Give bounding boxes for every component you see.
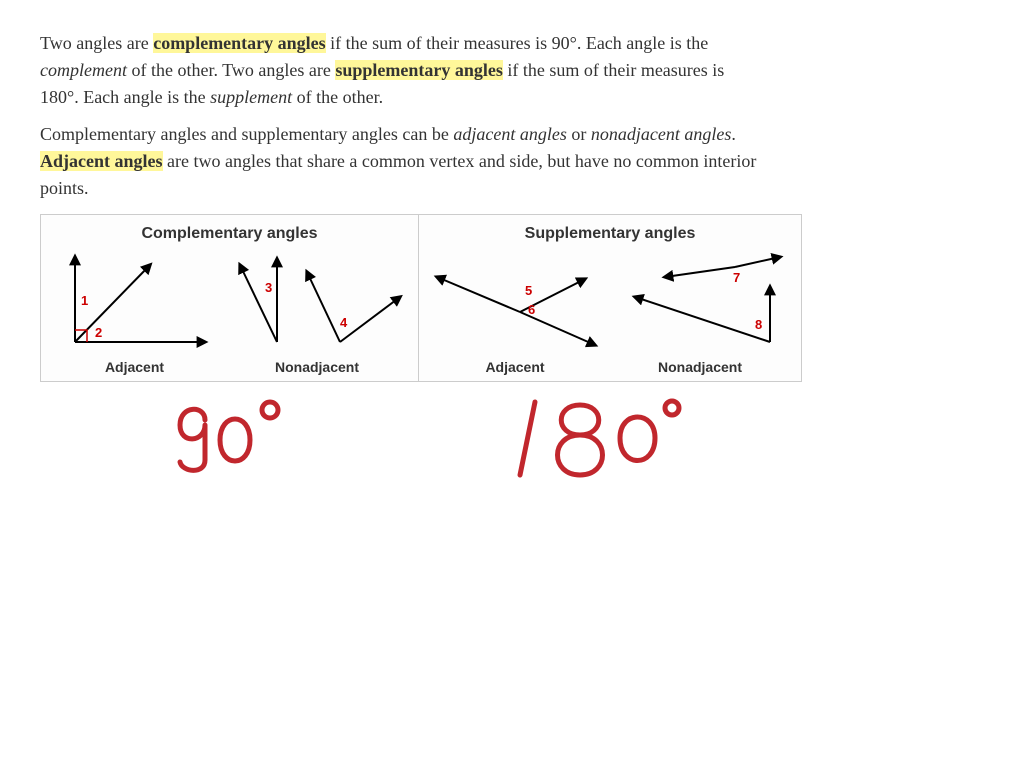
highlight-complementary: complementary angles (153, 33, 325, 53)
highlight-supplementary: supplementary angles (335, 60, 503, 80)
p2a: Complementary angles and supplementary a… (40, 124, 453, 144)
angle-label-2: 2 (95, 325, 102, 340)
paragraph-1: Two angles are complementary angles if t… (40, 30, 760, 111)
p2b: or (567, 124, 591, 144)
panel-supplementary: Supplementary angles 5 6 Adjacent 7 (418, 215, 801, 381)
cell-supp-nonadjacent: 7 8 Nonadjacent (605, 247, 795, 375)
p1a: Two angles are (40, 33, 153, 53)
italic-nonadjacent: nonadjacent angles (591, 124, 731, 144)
angle-label-7: 7 (733, 270, 740, 285)
svg-supp-adjacent: 5 6 (425, 247, 605, 357)
italic-adjacent: adjacent angles (453, 124, 566, 144)
angle-label-6: 6 (528, 302, 535, 317)
p1c: of the other. Two angles are (127, 60, 335, 80)
highlight-adjacent: Adjacent angles (40, 151, 163, 171)
svg-supp-nonadjacent: 7 8 (605, 247, 795, 357)
panel-title-supplementary: Supplementary angles (425, 225, 795, 243)
p2c: . (731, 124, 736, 144)
angle-label-4: 4 (340, 315, 348, 330)
svg-comp-nonadjacent: 3 4 (222, 247, 412, 357)
annotation-180 (420, 390, 800, 490)
label-adjacent-1: Adjacent (47, 359, 222, 375)
italic-complement: complement (40, 60, 127, 80)
cell-comp-nonadjacent: 3 4 Nonadjacent (222, 247, 412, 375)
label-nonadjacent-2: Nonadjacent (605, 359, 795, 375)
angle-label-8: 8 (755, 317, 762, 332)
angle-label-3: 3 (265, 280, 272, 295)
label-adjacent-2: Adjacent (425, 359, 605, 375)
annotation-row (40, 390, 800, 490)
panel-title-complementary: Complementary angles (47, 225, 412, 243)
cell-supp-adjacent: 5 6 Adjacent (425, 247, 605, 375)
label-nonadjacent-1: Nonadjacent (222, 359, 412, 375)
p1b: if the sum of their measures is 90°. Eac… (326, 33, 709, 53)
panel-complementary: Complementary angles 1 2 (41, 215, 418, 381)
paragraph-2: Complementary angles and supplementary a… (40, 121, 760, 202)
annotation-90 (40, 390, 420, 490)
angle-label-1: 1 (81, 293, 88, 308)
italic-supplement: supplement (210, 87, 292, 107)
p1e: of the other. (292, 87, 383, 107)
diagram-container: Complementary angles 1 2 (40, 214, 802, 382)
svg-comp-adjacent: 1 2 (50, 247, 220, 357)
angle-label-5: 5 (525, 283, 532, 298)
cell-comp-adjacent: 1 2 Adjacent (47, 247, 222, 375)
